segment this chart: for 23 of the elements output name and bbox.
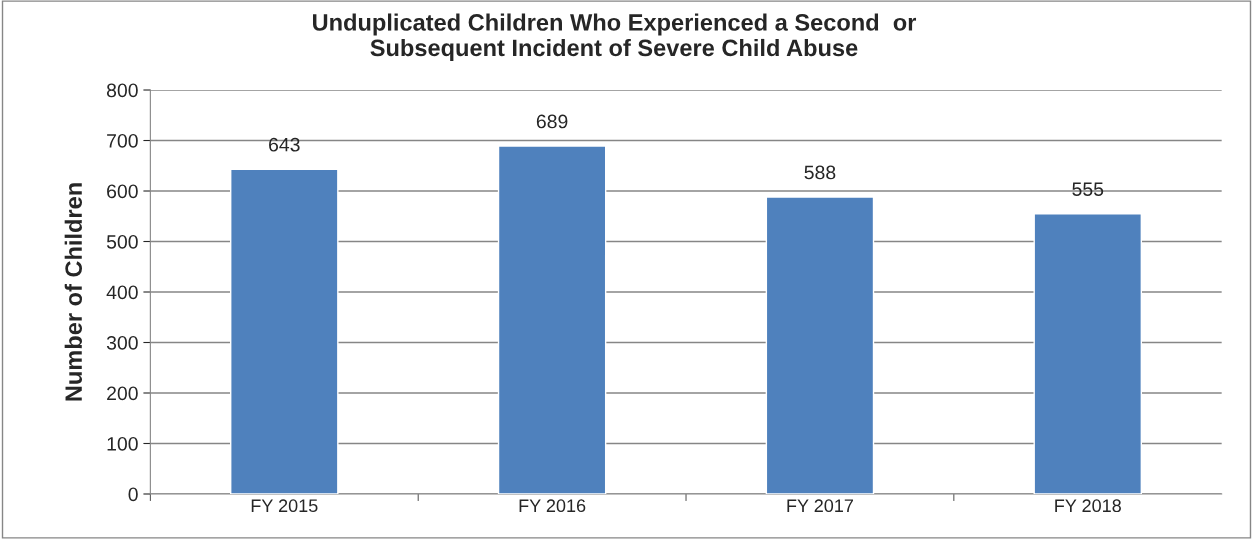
x-tick-label: FY 2017	[787, 499, 853, 513]
data-label: 643	[269, 137, 300, 152]
data-label: 689	[536, 114, 568, 129]
x-tick-label: FY 2018	[1055, 499, 1121, 513]
y-tick-label: 0	[128, 487, 138, 502]
chart-title: Unduplicated Children Who Experienced a Second or Subsequent Incident of Severe Child Abuse	[313, 13, 917, 61]
data-label: 555	[1072, 182, 1104, 196]
y-tick-label: 200	[107, 386, 138, 401]
y-tick-label: 500	[106, 234, 138, 249]
x-tick-label: FY 2016	[519, 499, 586, 513]
bar	[765, 196, 875, 494]
y-axis-title: Number of Children	[64, 183, 82, 401]
y-tick-label: 400	[106, 285, 138, 300]
data-label: 588	[804, 165, 836, 180]
bar	[497, 145, 607, 494]
y-tick-label: 600	[107, 184, 138, 199]
bar	[1033, 213, 1143, 494]
y-tick-label: 300	[106, 335, 138, 350]
y-tick-label: 100	[107, 436, 138, 451]
y-tick-label: 700	[107, 133, 138, 148]
y-tick-label: 800	[106, 83, 138, 98]
bar	[230, 168, 339, 494]
x-tick-label: FY 2015	[251, 499, 318, 513]
